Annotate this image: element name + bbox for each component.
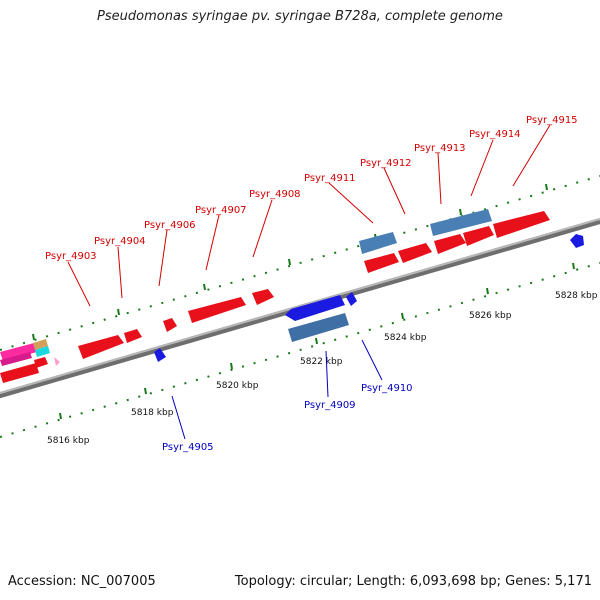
gene-arrow (252, 289, 274, 305)
gene-label-forward[interactable]: Psyr_4907 (195, 205, 247, 216)
gene-arrow (188, 297, 246, 323)
reverse-label-leaders (171, 339, 383, 440)
genome-backbone-highlight (0, 218, 600, 395)
left-edge-features[interactable] (0, 339, 60, 383)
genome-summary-text: Topology: circular; Length: 6,093,698 bp… (234, 574, 592, 589)
feature-box (430, 209, 492, 236)
gene-arrow (124, 329, 142, 343)
reverse-cds-features[interactable] (154, 234, 584, 362)
map-title: Pseudomonas syringae pv. syringae B728a,… (97, 9, 503, 24)
gene-label-forward[interactable]: Psyr_4915 (526, 115, 578, 126)
ruler-tick-label: 5828 kbp (555, 291, 598, 301)
feature-box (359, 232, 397, 254)
gene-label-forward[interactable]: Psyr_4908 (249, 189, 301, 200)
ruler-tick-label: 5822 kbp (300, 357, 343, 367)
gene-label-forward[interactable]: Psyr_4913 (414, 143, 466, 154)
ruler-tick-label: 5824 kbp (384, 333, 427, 343)
gene-label-forward[interactable]: Psyr_4914 (469, 129, 521, 140)
gene-arrow (163, 318, 177, 332)
gene-arrow (78, 335, 124, 359)
gene-label-reverse[interactable]: Psyr_4905 (162, 442, 214, 453)
gene-arrow (463, 226, 494, 246)
gene-arrow (285, 295, 345, 321)
gene-label-forward[interactable]: Psyr_4904 (94, 236, 146, 247)
gene-label-forward[interactable]: Psyr_4903 (45, 251, 97, 262)
gene-label-forward[interactable]: Psyr_4911 (304, 173, 356, 184)
reverse-track-dots (0, 262, 600, 438)
ruler-tick-label: 5818 kbp (131, 408, 174, 418)
gene-arrow (493, 211, 550, 238)
forward-label-leaders (67, 124, 551, 307)
gene-label-forward[interactable]: Psyr_4906 (144, 220, 196, 231)
forward-track-dots (0, 175, 600, 351)
gene-label-reverse[interactable]: Psyr_4910 (361, 383, 413, 394)
major-ticks (32, 183, 575, 420)
ruler-tick-label: 5820 kbp (216, 381, 259, 391)
reverse-other-features[interactable] (288, 313, 349, 342)
accession-text: Accession: NC_007005 (8, 574, 156, 589)
feature-box (288, 313, 349, 342)
ruler-tick-label: 5826 kbp (469, 311, 512, 321)
gene-arrow (154, 348, 166, 362)
gene-arrow (398, 243, 432, 263)
gene-arrow (570, 234, 584, 248)
forward-cds-features[interactable] (78, 211, 550, 359)
gene-arrow (364, 253, 399, 273)
gene-label-reverse[interactable]: Psyr_4909 (304, 400, 356, 411)
gene-arrow (346, 292, 357, 306)
gene-arrow (434, 234, 466, 254)
ruler-tick-label: 5816 kbp (47, 436, 90, 446)
gene-label-forward[interactable]: Psyr_4912 (360, 158, 412, 169)
forward-other-features[interactable] (359, 209, 492, 254)
